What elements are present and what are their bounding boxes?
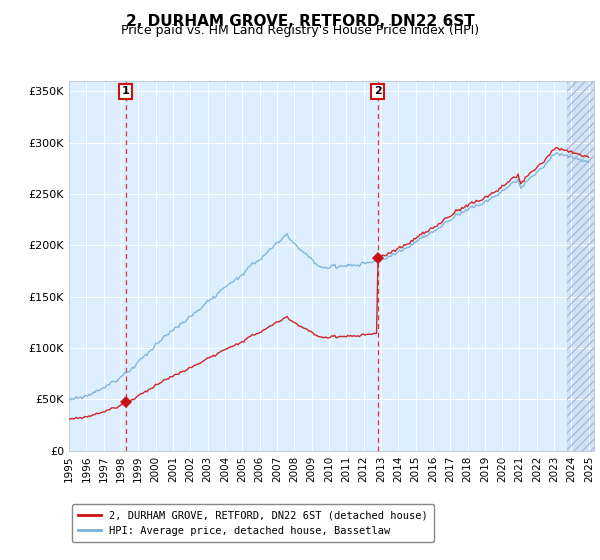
Text: 2: 2 <box>374 86 382 96</box>
Bar <box>567 81 594 451</box>
Text: 1: 1 <box>122 86 130 96</box>
Text: Price paid vs. HM Land Registry's House Price Index (HPI): Price paid vs. HM Land Registry's House … <box>121 24 479 37</box>
Bar <box>567 81 594 451</box>
Legend: 2, DURHAM GROVE, RETFORD, DN22 6ST (detached house), HPI: Average price, detache: 2, DURHAM GROVE, RETFORD, DN22 6ST (deta… <box>71 504 434 542</box>
Text: 2, DURHAM GROVE, RETFORD, DN22 6ST: 2, DURHAM GROVE, RETFORD, DN22 6ST <box>125 14 475 29</box>
